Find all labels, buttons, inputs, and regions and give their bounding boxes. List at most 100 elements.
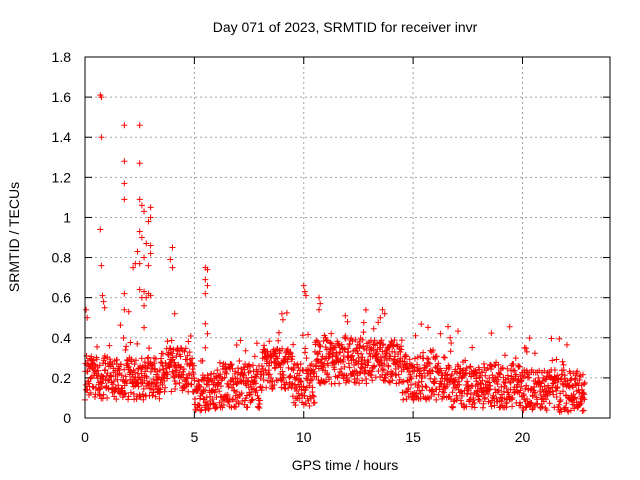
data-point <box>202 290 209 297</box>
data-point <box>542 396 549 403</box>
data-point <box>253 387 260 394</box>
data-point <box>482 372 489 379</box>
data-point <box>100 374 107 381</box>
data-point <box>349 352 356 359</box>
data-point <box>340 353 347 360</box>
data-point <box>102 367 109 374</box>
data-point <box>268 359 275 366</box>
data-point <box>297 379 304 386</box>
data-point <box>117 322 124 329</box>
data-point <box>164 371 171 378</box>
data-point <box>369 353 376 360</box>
data-point <box>532 389 539 396</box>
data-point <box>510 360 517 367</box>
data-point <box>375 319 382 326</box>
data-point <box>579 390 586 397</box>
data-point <box>563 341 570 348</box>
data-point <box>143 240 150 247</box>
data-point <box>353 368 360 375</box>
data-point <box>358 365 365 372</box>
data-point <box>108 373 115 380</box>
data-point <box>403 364 410 371</box>
data-point <box>100 391 107 398</box>
data-point <box>472 369 479 376</box>
data-point <box>511 389 518 396</box>
data-point <box>543 407 550 414</box>
data-point <box>511 367 518 374</box>
data-point <box>172 380 179 387</box>
data-point <box>516 363 523 370</box>
data-point <box>282 385 289 392</box>
data-point <box>517 387 524 394</box>
data-point <box>379 306 386 313</box>
data-point <box>145 354 152 361</box>
data-point <box>266 338 273 345</box>
data-point <box>446 393 453 400</box>
data-point <box>398 346 405 353</box>
data-point <box>222 364 229 371</box>
grid <box>85 57 610 418</box>
data-point <box>179 368 186 375</box>
data-point <box>313 337 320 344</box>
data-point <box>275 329 282 336</box>
data-point <box>331 366 338 373</box>
data-point <box>572 394 579 401</box>
data-point <box>479 369 486 376</box>
data-point <box>492 386 499 393</box>
data-point <box>395 380 402 387</box>
data-point <box>408 381 415 388</box>
data-point <box>476 397 483 404</box>
data-point <box>456 381 463 388</box>
data-point <box>145 262 152 269</box>
data-point <box>554 372 561 379</box>
data-point <box>467 363 474 370</box>
data-point <box>97 226 104 233</box>
data-point <box>104 394 111 401</box>
data-point <box>328 330 335 337</box>
data-point <box>423 384 430 391</box>
data-point <box>196 395 203 402</box>
data-point <box>208 387 215 394</box>
data-point <box>151 360 158 367</box>
data-point <box>506 323 513 330</box>
data-point <box>381 360 388 367</box>
data-point <box>96 392 103 399</box>
data-point <box>203 394 210 401</box>
data-point <box>448 339 455 346</box>
data-point <box>90 357 97 364</box>
data-point <box>309 384 316 391</box>
data-point <box>306 382 313 389</box>
data-point <box>550 391 557 398</box>
data-point <box>457 397 464 404</box>
data-point <box>485 385 492 392</box>
data-point <box>277 364 284 371</box>
data-point <box>258 362 265 369</box>
data-point <box>136 160 143 167</box>
data-point <box>398 337 405 344</box>
data-point <box>287 372 294 379</box>
data-point <box>482 394 489 401</box>
data-point <box>202 320 209 327</box>
data-point <box>342 346 349 353</box>
data-point <box>337 349 344 356</box>
data-point <box>397 362 403 369</box>
data-point <box>209 396 216 403</box>
data-point <box>119 387 126 394</box>
data-point <box>449 389 456 396</box>
data-point <box>247 391 254 398</box>
y-tick-label: 1.2 <box>52 169 72 185</box>
data-point <box>385 378 392 385</box>
data-point <box>464 390 471 397</box>
data-point <box>488 330 495 337</box>
data-point <box>456 369 463 376</box>
data-point <box>412 332 419 339</box>
data-point <box>380 367 387 374</box>
data-point <box>571 405 578 412</box>
data-point <box>361 345 368 352</box>
data-point <box>300 282 307 289</box>
data-point <box>322 344 329 351</box>
data-point <box>223 370 230 377</box>
data-point <box>307 377 314 384</box>
data-point <box>302 345 309 352</box>
